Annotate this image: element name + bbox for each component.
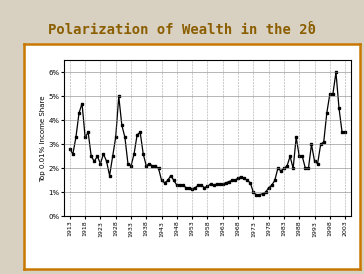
Text: Polarization of Wealth in the 20: Polarization of Wealth in the 20 xyxy=(48,23,316,37)
Y-axis label: Top 0.01% Income Share: Top 0.01% Income Share xyxy=(40,95,46,182)
Text: c: c xyxy=(308,19,313,28)
